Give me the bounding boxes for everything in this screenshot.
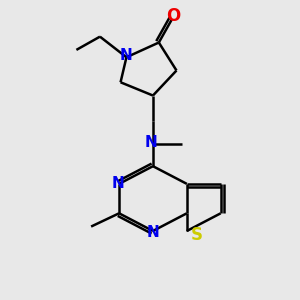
Text: N: N [147, 225, 159, 240]
Text: S: S [191, 226, 203, 244]
Text: N: N [111, 176, 124, 191]
Text: N: N [120, 48, 133, 63]
Text: O: O [167, 7, 181, 25]
Text: N: N [145, 135, 158, 150]
